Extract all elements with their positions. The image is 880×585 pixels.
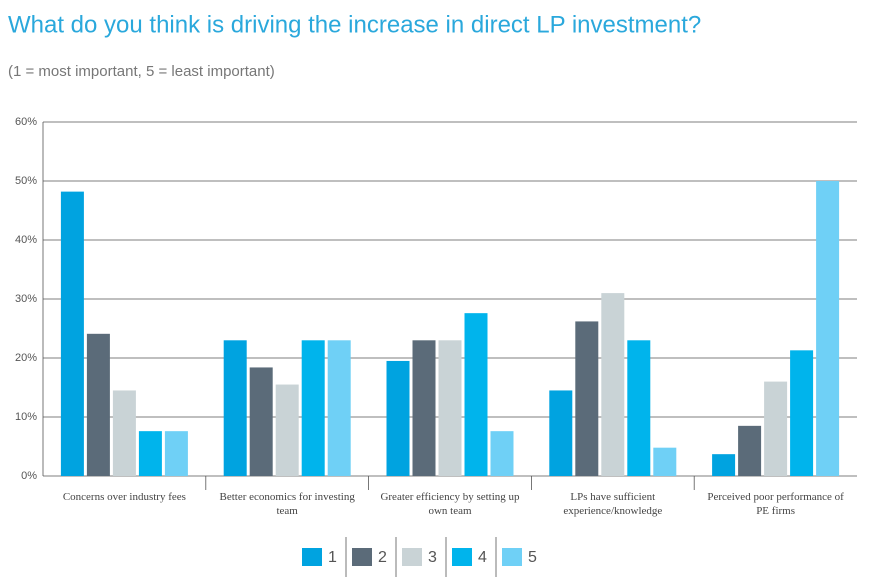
bar: [438, 340, 462, 476]
bar: [86, 333, 110, 476]
bar: [301, 340, 325, 476]
y-tick-label: 30%: [15, 293, 37, 305]
legend-label: 5: [528, 549, 537, 566]
bar: [275, 384, 299, 476]
bar: [412, 340, 436, 476]
legend-swatch: [452, 548, 472, 566]
bar: [138, 431, 162, 476]
bar: [738, 425, 762, 476]
bar: [712, 454, 736, 476]
bar: [490, 431, 514, 476]
y-tick-label: 10%: [15, 411, 37, 423]
bar: [764, 381, 788, 476]
bar: [60, 191, 84, 476]
bar: [464, 313, 488, 476]
y-tick-label: 0%: [21, 470, 37, 482]
x-tick-label: Greater efficiency by setting up own tea…: [380, 491, 520, 517]
y-tick-label: 20%: [15, 352, 37, 364]
bar: [386, 360, 410, 476]
bar: [575, 321, 599, 476]
y-tick-label: 50%: [15, 175, 37, 187]
bar: [112, 390, 136, 476]
bar: [249, 367, 273, 476]
x-tick-label: Better economics for investing team: [219, 491, 355, 517]
bar: [327, 340, 351, 476]
x-tick-label: LPs have sufficient experience/knowledge: [563, 491, 663, 517]
bar: [164, 431, 188, 476]
bar: [627, 340, 651, 476]
legend-label: 4: [478, 549, 487, 566]
legend-swatch: [302, 548, 322, 566]
legend-label: 2: [378, 549, 387, 566]
legend-swatch: [352, 548, 372, 566]
y-tick-label: 60%: [15, 116, 37, 128]
chart-title: What do you think is driving the increas…: [8, 11, 701, 38]
legend-swatch: [402, 548, 422, 566]
bar: [601, 293, 625, 476]
bar: [549, 390, 573, 476]
bar: [223, 340, 247, 476]
y-tick-label: 40%: [15, 234, 37, 246]
bar: [816, 181, 840, 476]
x-tick-label: Concerns over industry fees: [62, 491, 186, 503]
chart-subtitle: (1 = most important, 5 = least important…: [8, 63, 275, 80]
legend-swatch: [502, 548, 522, 566]
x-tick-label: Perceived poor performance of PE firms: [707, 491, 844, 517]
bar: [653, 447, 677, 476]
bar: [790, 350, 814, 476]
legend-label: 3: [428, 549, 437, 566]
legend-label: 1: [328, 549, 337, 566]
